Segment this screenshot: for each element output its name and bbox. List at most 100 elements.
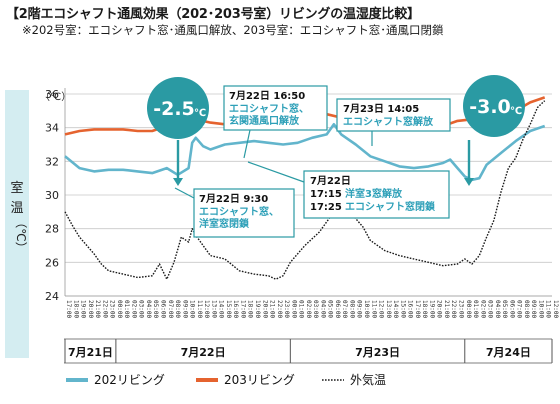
x-tick-label: 21:00 [269,300,276,318]
annotation-box [303,170,450,219]
ylabel-unit: （℃） [14,216,28,253]
y-tick-label: 30 [45,189,59,202]
x-tick-label: 17:00 [239,300,246,318]
x-tick-label: 06:00 [508,300,515,318]
x-tick-label: 11:00 [545,300,552,318]
x-tick-label: 01:00 [472,300,479,318]
ylabel-char: 室 [10,180,23,196]
x-tick-label: 02:00 [305,300,312,318]
series-line-s202 [64,123,546,182]
x-tick-label: 08:00 [348,300,355,318]
x-tick-label: 14:00 [392,300,399,318]
x-tick-label: 09:00 [530,300,537,318]
annotation-box [193,188,295,238]
x-tick-label: 12:00 [203,300,210,318]
y-tick-label: 24 [45,290,59,303]
day-label: 7月24日 [486,346,531,359]
ylabel-band [5,90,29,358]
annotation-date: 7月22日 16:50 [229,90,305,102]
annotation-date: 7月23日 14:05 [343,103,419,115]
x-tick-label: 02:00 [130,300,137,318]
x-tick-label: 22:00 [276,300,283,318]
annotation-text: エコシャフト窓閉鎖 [345,200,436,213]
x-tick-label: 04:00 [494,300,501,318]
x-tick-label: 01:00 [123,300,130,318]
arrow-head [464,178,474,186]
day-label: 7月21日 [68,346,113,359]
x-tick-label: 16:00 [407,300,414,318]
x-tick-label: 09:00 [181,300,188,318]
x-tick-label: 18:00 [247,300,254,318]
x-tick-label: 13:00 [210,300,217,318]
day-label: 7月23日 [355,346,400,359]
arrow-head [173,178,183,186]
x-tick-label: 00:00 [290,300,297,318]
x-tick-label: 09:00 [356,300,363,318]
x-tick-label: 21:00 [443,300,450,318]
annotation-text: 洋室3窓解放 [345,187,403,200]
x-tick-label: 10:00 [189,300,196,318]
annotation-time: 17:15 [310,189,342,200]
x-tick-label: 11:00 [196,300,203,318]
badge-unit: ℃ [194,108,206,119]
x-tick-label: 17:00 [414,300,421,318]
x-tick-label: 15:00 [225,300,232,318]
x-tick-label: 23:00 [458,300,465,318]
x-tick-label: 05:00 [152,300,159,318]
x-tick-label: 00:00 [116,300,123,318]
y-tick-label: 36 [45,88,59,101]
x-tick-label: 19:00 [254,300,261,318]
reduction-badge [147,77,209,139]
x-tick-label: 19:00 [80,300,87,318]
annotation-box [336,98,451,132]
yaxis-unit: （℃） [40,91,71,103]
annotation-text: エコシャフト窓、 [199,205,279,218]
annotation-text: 洋室窓閉鎖 [199,217,250,230]
x-tick-label: 00:00 [465,300,472,318]
x-tick-label: 12:00 [552,300,559,318]
series-line-outdoor [64,100,546,280]
annotation-text: エコシャフト窓解放 [343,115,434,128]
x-tick-label: 19:00 [428,300,435,318]
x-tick-label: 01:00 [298,300,305,318]
annotation-box [223,85,328,131]
x-tick-label: 07:00 [516,300,523,318]
annotation-text: エコシャフト窓、 [229,102,309,115]
reduction-badge [463,75,525,137]
annotation-leader [174,187,195,199]
x-tick-label: 03:00 [487,300,494,318]
day-label: 7月22日 [181,346,226,359]
x-tick-label: 08:00 [174,300,181,318]
annotation-date: 7月22日 [310,175,351,187]
legend-label: 外気温 [350,372,386,387]
x-tick-label: 23:00 [283,300,290,318]
x-tick-label: 22:00 [450,300,457,318]
badge-unit: ℃ [510,106,522,117]
x-tick-label: 03:00 [138,300,145,318]
x-tick-label: 11:00 [370,300,377,318]
annotation-leader [247,161,305,183]
x-tick-label: 21:00 [94,300,101,318]
x-tick-label: 06:00 [159,300,166,318]
chart-subtitle: ※202号室：エコシャフト窓･通風口解放、203号室：エコシャフト窓･通風口閉鎖 [22,23,444,37]
x-tick-label: 07:00 [341,300,348,318]
y-tick-label: 28 [45,223,59,236]
x-tick-label: 03:00 [312,300,319,318]
legend-label: 202リビング [94,373,165,387]
y-tick-label: 34 [45,122,59,135]
x-tick-label: 20:00 [261,300,268,318]
x-tick-label: 12:00 [378,300,385,318]
y-tick-label: 32 [45,155,59,168]
x-tick-label: 08:00 [523,300,530,318]
chart-title: 【2階エコシャフト通風効果（202･203号室）リビングの温湿度比較】 [6,7,420,22]
legend-label: 203リビング [224,373,295,387]
annotation-text: 玄関通風口解放 [229,114,300,127]
badge-value: -3.0 [469,96,511,118]
x-tick-label: 18:00 [72,300,79,318]
x-tick-label: 13:00 [385,300,392,318]
x-tick-label: 20:00 [436,300,443,318]
x-tick-label: 17:00 [65,300,72,318]
x-tick-label: 23:00 [109,300,116,318]
x-tick-label: 02:00 [479,300,486,318]
